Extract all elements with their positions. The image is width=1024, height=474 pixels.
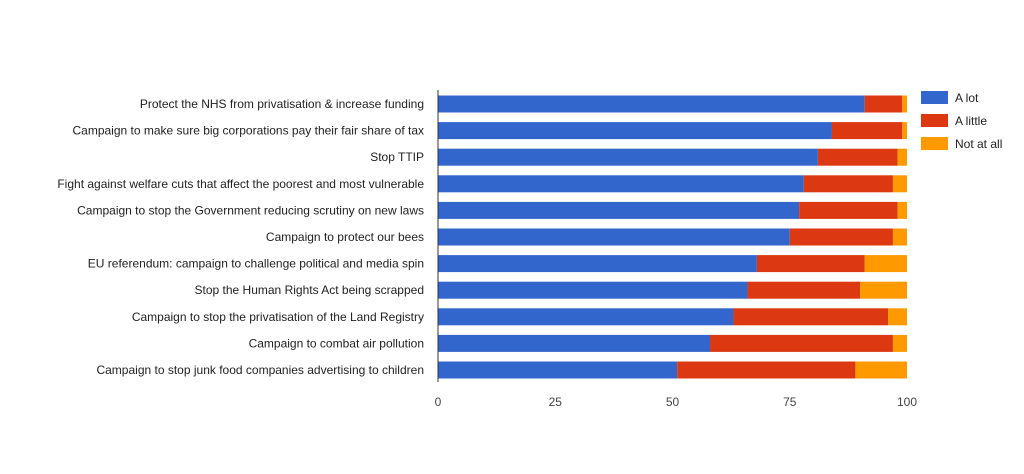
bar-segment-a-lot <box>438 175 804 193</box>
legend-swatch <box>921 114 948 127</box>
bar-segment-a-little <box>756 255 865 273</box>
bar-segment-not-at-all <box>864 255 907 273</box>
bar-segment-not-at-all <box>897 148 907 166</box>
category-label: Fight against welfare cuts that affect t… <box>57 177 424 191</box>
legend: A lot A little Not at all <box>921 91 1002 151</box>
bar-segment-a-little <box>747 281 861 299</box>
category-label: Campaign to make sure big corporations p… <box>72 124 424 138</box>
bar-segment-a-little <box>799 201 898 219</box>
legend-label: A little <box>955 114 987 128</box>
bar-segment-not-at-all <box>897 201 907 219</box>
bar-segment-a-little <box>733 308 889 326</box>
bar-segment-a-little <box>677 361 856 379</box>
bar-segment-a-little <box>817 148 898 166</box>
x-tick-label: 75 <box>783 395 797 409</box>
bar-segment-a-lot <box>438 95 865 113</box>
bars-layer <box>438 95 907 379</box>
bar-segment-a-lot <box>438 255 757 273</box>
category-label: Campaign to stop junk food companies adv… <box>96 363 424 377</box>
category-label: Campaign to protect our bees <box>266 230 424 244</box>
category-label: Campaign to combat air pollution <box>249 336 424 350</box>
bar-segment-a-lot <box>438 122 832 140</box>
bar-segment-a-lot <box>438 334 711 352</box>
bar-segment-not-at-all <box>860 281 907 299</box>
bar-segment-a-lot <box>438 308 734 326</box>
category-label: Stop TTIP <box>370 150 424 164</box>
category-label: Campaign to stop the privatisation of th… <box>132 310 424 324</box>
bar-segment-a-little <box>789 228 893 246</box>
bar-segment-not-at-all <box>888 308 907 326</box>
bar-segment-a-lot <box>438 148 818 166</box>
category-label: EU referendum: campaign to challenge pol… <box>88 257 424 271</box>
x-tick-label: 100 <box>897 395 917 409</box>
bar-segment-a-lot <box>438 361 678 379</box>
x-tick-label: 25 <box>549 395 563 409</box>
legend-label: A lot <box>955 91 979 105</box>
category-label: Stop the Human Rights Act being scrapped <box>195 283 424 297</box>
bar-segment-a-little <box>864 95 903 113</box>
bar-segment-a-lot <box>438 281 748 299</box>
bar-segment-not-at-all <box>902 95 907 113</box>
bar-segment-not-at-all <box>855 361 907 379</box>
bar-segment-a-little <box>710 334 893 352</box>
category-label: Protect the NHS from privatisation & inc… <box>140 97 424 111</box>
x-tick-label: 0 <box>435 395 442 409</box>
bar-segment-not-at-all <box>892 334 907 352</box>
bar-segment-not-at-all <box>892 175 907 193</box>
category-label: Campaign to stop the Government reducing… <box>77 203 424 217</box>
bar-segment-a-lot <box>438 228 790 246</box>
bar-segment-not-at-all <box>902 122 907 140</box>
bar-segment-a-little <box>831 122 903 140</box>
x-tick-label: 50 <box>666 395 680 409</box>
bar-segment-not-at-all <box>892 228 907 246</box>
legend-label: Not at all <box>955 137 1002 151</box>
bar-segment-a-little <box>803 175 893 193</box>
legend-swatch <box>921 91 948 104</box>
category-labels: Protect the NHS from privatisation & inc… <box>57 97 424 377</box>
bar-segment-a-lot <box>438 201 800 219</box>
legend-swatch <box>921 137 948 150</box>
x-axis-ticks: 0 25 50 75 100 <box>435 395 918 409</box>
